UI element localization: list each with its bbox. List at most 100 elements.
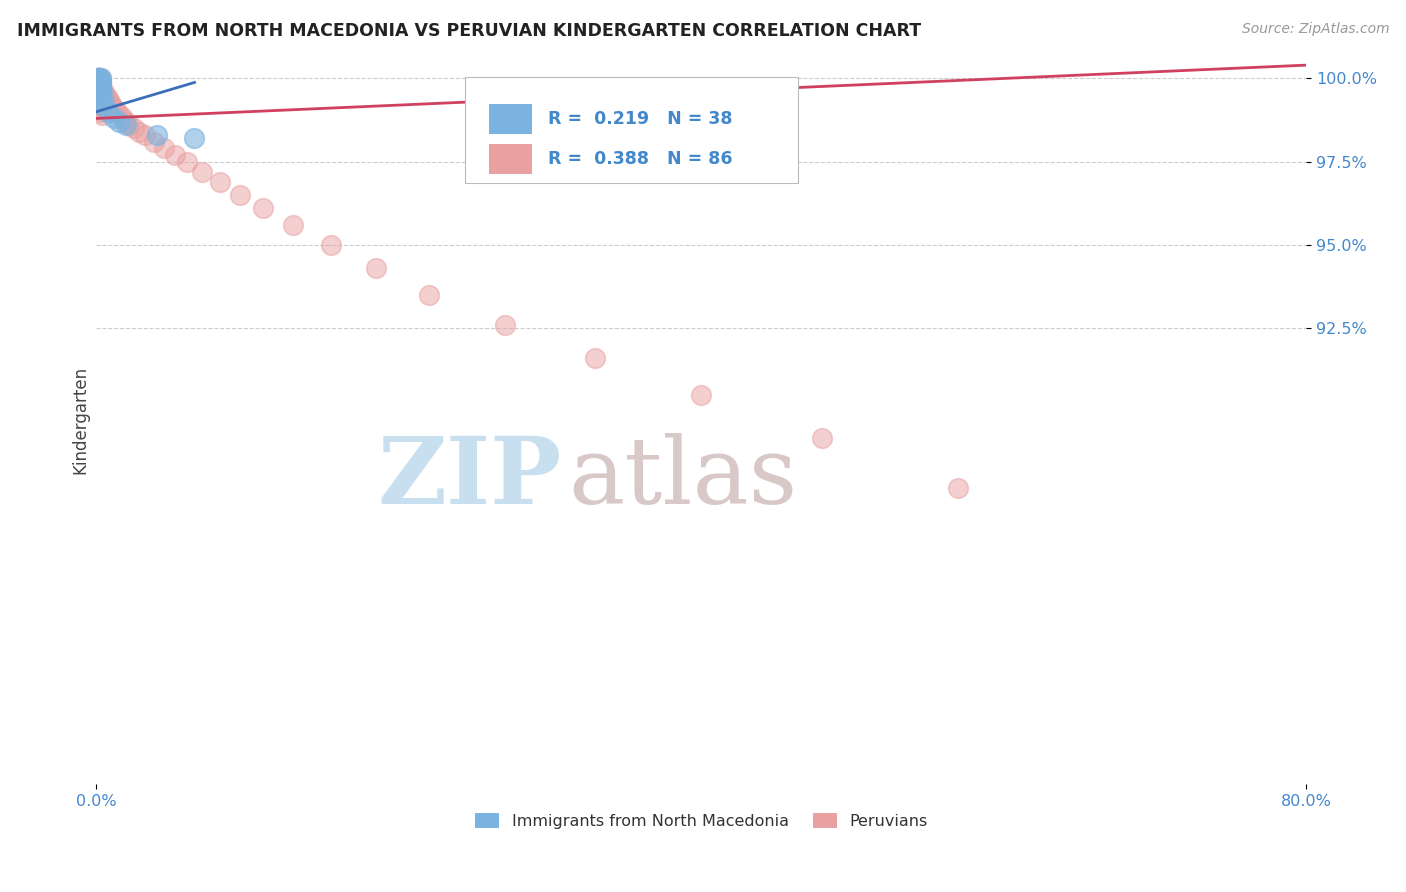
Point [89, 75, 111, 89]
Point [86, 78, 108, 92]
Point [97, 91, 120, 105]
FancyBboxPatch shape [489, 145, 531, 174]
Point [97, 104, 120, 119]
Point [229, 188, 252, 202]
Point [89, 78, 111, 92]
Point [89, 81, 111, 95]
Point [89, 75, 111, 89]
Point [89, 88, 111, 103]
Point [86, 75, 108, 89]
Point [86, 78, 108, 92]
Point [948, 481, 970, 495]
Point [91, 85, 114, 99]
Point [86, 98, 108, 112]
Point [89, 71, 111, 86]
Point [86, 75, 108, 89]
Point [86, 78, 108, 92]
Point [110, 108, 132, 122]
Point [86, 75, 108, 89]
Point [90, 81, 112, 95]
Point [86, 81, 108, 95]
Point [108, 114, 131, 128]
Point [364, 261, 387, 276]
Text: atlas: atlas [568, 433, 797, 523]
Point [134, 128, 156, 142]
Point [98, 95, 121, 109]
Point [90, 95, 112, 109]
Point [89, 75, 111, 89]
Point [90, 71, 112, 86]
Point [128, 125, 150, 139]
Point [90, 81, 112, 95]
Point [89, 81, 111, 95]
Point [93, 85, 115, 99]
Point [89, 78, 111, 92]
Point [86, 81, 108, 95]
Point [89, 81, 111, 95]
Point [86, 71, 108, 86]
Point [86, 81, 108, 95]
Legend: Immigrants from North Macedonia, Peruvians: Immigrants from North Macedonia, Peruvia… [468, 806, 934, 836]
Point [86, 75, 108, 89]
Point [176, 154, 198, 169]
Point [90, 78, 112, 92]
Text: R =  0.388   N = 86: R = 0.388 N = 86 [547, 150, 733, 168]
Text: IMMIGRANTS FROM NORTH MACEDONIA VS PERUVIAN KINDERGARTEN CORRELATION CHART: IMMIGRANTS FROM NORTH MACEDONIA VS PERUV… [17, 22, 921, 40]
Point [90, 88, 112, 103]
Point [86, 75, 108, 89]
Point [252, 202, 274, 216]
Point [90, 71, 112, 86]
Point [89, 85, 111, 99]
Point [89, 75, 111, 89]
Point [103, 112, 125, 126]
Point [153, 141, 176, 155]
Point [90, 75, 112, 89]
Point [163, 148, 186, 162]
Point [90, 85, 112, 99]
Point [418, 288, 440, 302]
Point [583, 351, 606, 365]
Point [89, 85, 111, 99]
Point [90, 78, 112, 92]
Point [118, 118, 141, 132]
Point [209, 175, 232, 189]
Point [89, 81, 111, 95]
Point [105, 104, 128, 119]
Point [89, 91, 111, 105]
Point [89, 81, 111, 95]
Point [96, 91, 118, 105]
Point [89, 71, 111, 86]
Point [115, 118, 138, 132]
Point [86, 75, 108, 89]
Point [89, 71, 111, 86]
Point [91, 95, 114, 109]
Point [90, 75, 112, 89]
Point [89, 75, 111, 89]
Point [191, 164, 214, 178]
Point [90, 91, 112, 105]
FancyBboxPatch shape [465, 77, 799, 183]
Point [86, 81, 108, 95]
Point [89, 78, 111, 92]
Point [91, 85, 114, 99]
Point [86, 85, 108, 99]
Point [89, 81, 111, 95]
Text: R =  0.219   N = 38: R = 0.219 N = 38 [547, 110, 733, 128]
Point [93, 95, 115, 109]
Point [89, 88, 111, 103]
Point [86, 85, 108, 99]
Point [183, 131, 205, 145]
Point [86, 81, 108, 95]
Point [494, 318, 516, 332]
Point [91, 98, 114, 112]
Point [86, 88, 108, 103]
Point [86, 71, 108, 86]
Point [145, 128, 167, 142]
Point [89, 75, 111, 89]
Point [86, 71, 108, 86]
Point [86, 78, 108, 92]
Point [142, 135, 165, 149]
Point [90, 88, 112, 103]
Point [89, 102, 111, 116]
Text: ZIP: ZIP [378, 433, 562, 523]
